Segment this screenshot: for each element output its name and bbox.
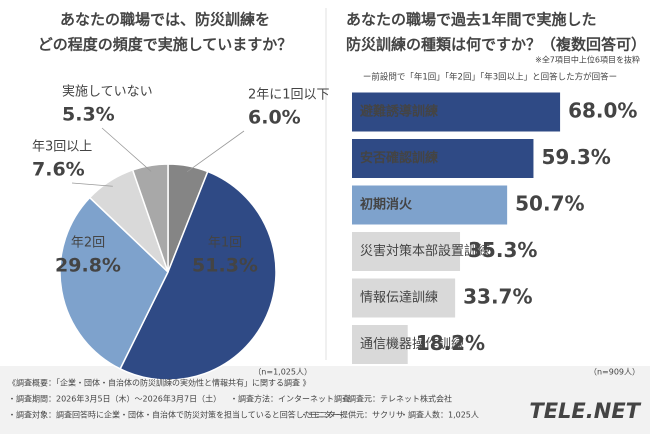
footer-item: ・調査方法：インターネット調査 [230, 394, 350, 404]
value-label: 59.3% [541, 145, 610, 169]
bar [352, 139, 534, 178]
bar-label: 通信機器操作訓練 [360, 336, 464, 352]
value-label: 33.7% [463, 285, 532, 309]
bar [352, 278, 456, 318]
bar-label: 安否確認訓練 [360, 150, 438, 166]
leader-line [71, 182, 113, 187]
pie-slice [59, 196, 169, 370]
bar [352, 185, 508, 225]
footer-item: ・調査人数：1,025人 [400, 410, 479, 420]
bar-label: 災害対策本部設置訓練 [360, 243, 490, 259]
logo: TELE.NET [529, 399, 641, 423]
footer-item: ・調査元：テレネット株式会社 [340, 394, 452, 404]
footer-item: ・調査期間：2026年3月5日（木）〜2026年3月7日（土） [8, 394, 221, 404]
leader-line [186, 130, 245, 173]
footnote: ※全7項目中上位6項目を抜粋 [535, 55, 640, 65]
value-label: 50.7% [515, 192, 584, 216]
pie-slice [131, 163, 169, 273]
slice-label: 2年に1回以下 [248, 88, 330, 103]
footer-heading: 《調査概要：「企業・団体・自治体の防災訓練の実効性と情報共有」に関する調査 》 [8, 378, 311, 388]
bar [352, 325, 408, 364]
value-label: 18.2% [416, 331, 485, 355]
slice-label: 実施していない [62, 84, 153, 100]
slice-label: 年2回 [71, 236, 105, 251]
footer-item: ・モニター提供元：サクリサ [300, 410, 404, 420]
pie-slice [119, 170, 277, 381]
chart-title: どの程度の頻度で実施していますか？ [38, 36, 293, 54]
subtitle: ー前設問で「年1回」「年2回」「年3回以上」と回答した方が回答ー [363, 72, 617, 83]
bar-label: 情報伝達訓練 [360, 290, 438, 306]
leader-line [101, 127, 152, 172]
slice-value: 6.0% [248, 107, 301, 129]
slice-value: 5.3% [62, 104, 115, 126]
chart-title: あなたの職場では、防災訓練を [60, 11, 270, 29]
bar-label: 初期消火 [360, 197, 413, 213]
slice-label: 年3回以上 [32, 140, 92, 155]
footer-item: ・調査対象：調査回答時に企業・団体・自治体で防災対策を担当していると回答したモニ… [8, 410, 344, 420]
chart-title: あなたの職場で過去1年間で実施した [346, 11, 596, 29]
sample-size: （n=1,025人） [253, 368, 312, 377]
value-label: 68.0% [568, 99, 637, 123]
sample-size: （n=909人） [589, 368, 640, 377]
bar-label: 避難誘導訓練 [360, 104, 438, 120]
slice-value: 7.6% [32, 159, 85, 181]
slice-label: 年1回 [208, 236, 242, 251]
bar [352, 232, 461, 271]
value-label: 35.3% [468, 238, 537, 262]
slice-value: 29.8% [55, 255, 121, 277]
chart-title: 防災訓練の種類は何ですか？（複数回答可） [346, 36, 646, 54]
bar [352, 92, 561, 132]
footer-background [0, 366, 650, 434]
slice-value: 51.3% [192, 255, 258, 277]
